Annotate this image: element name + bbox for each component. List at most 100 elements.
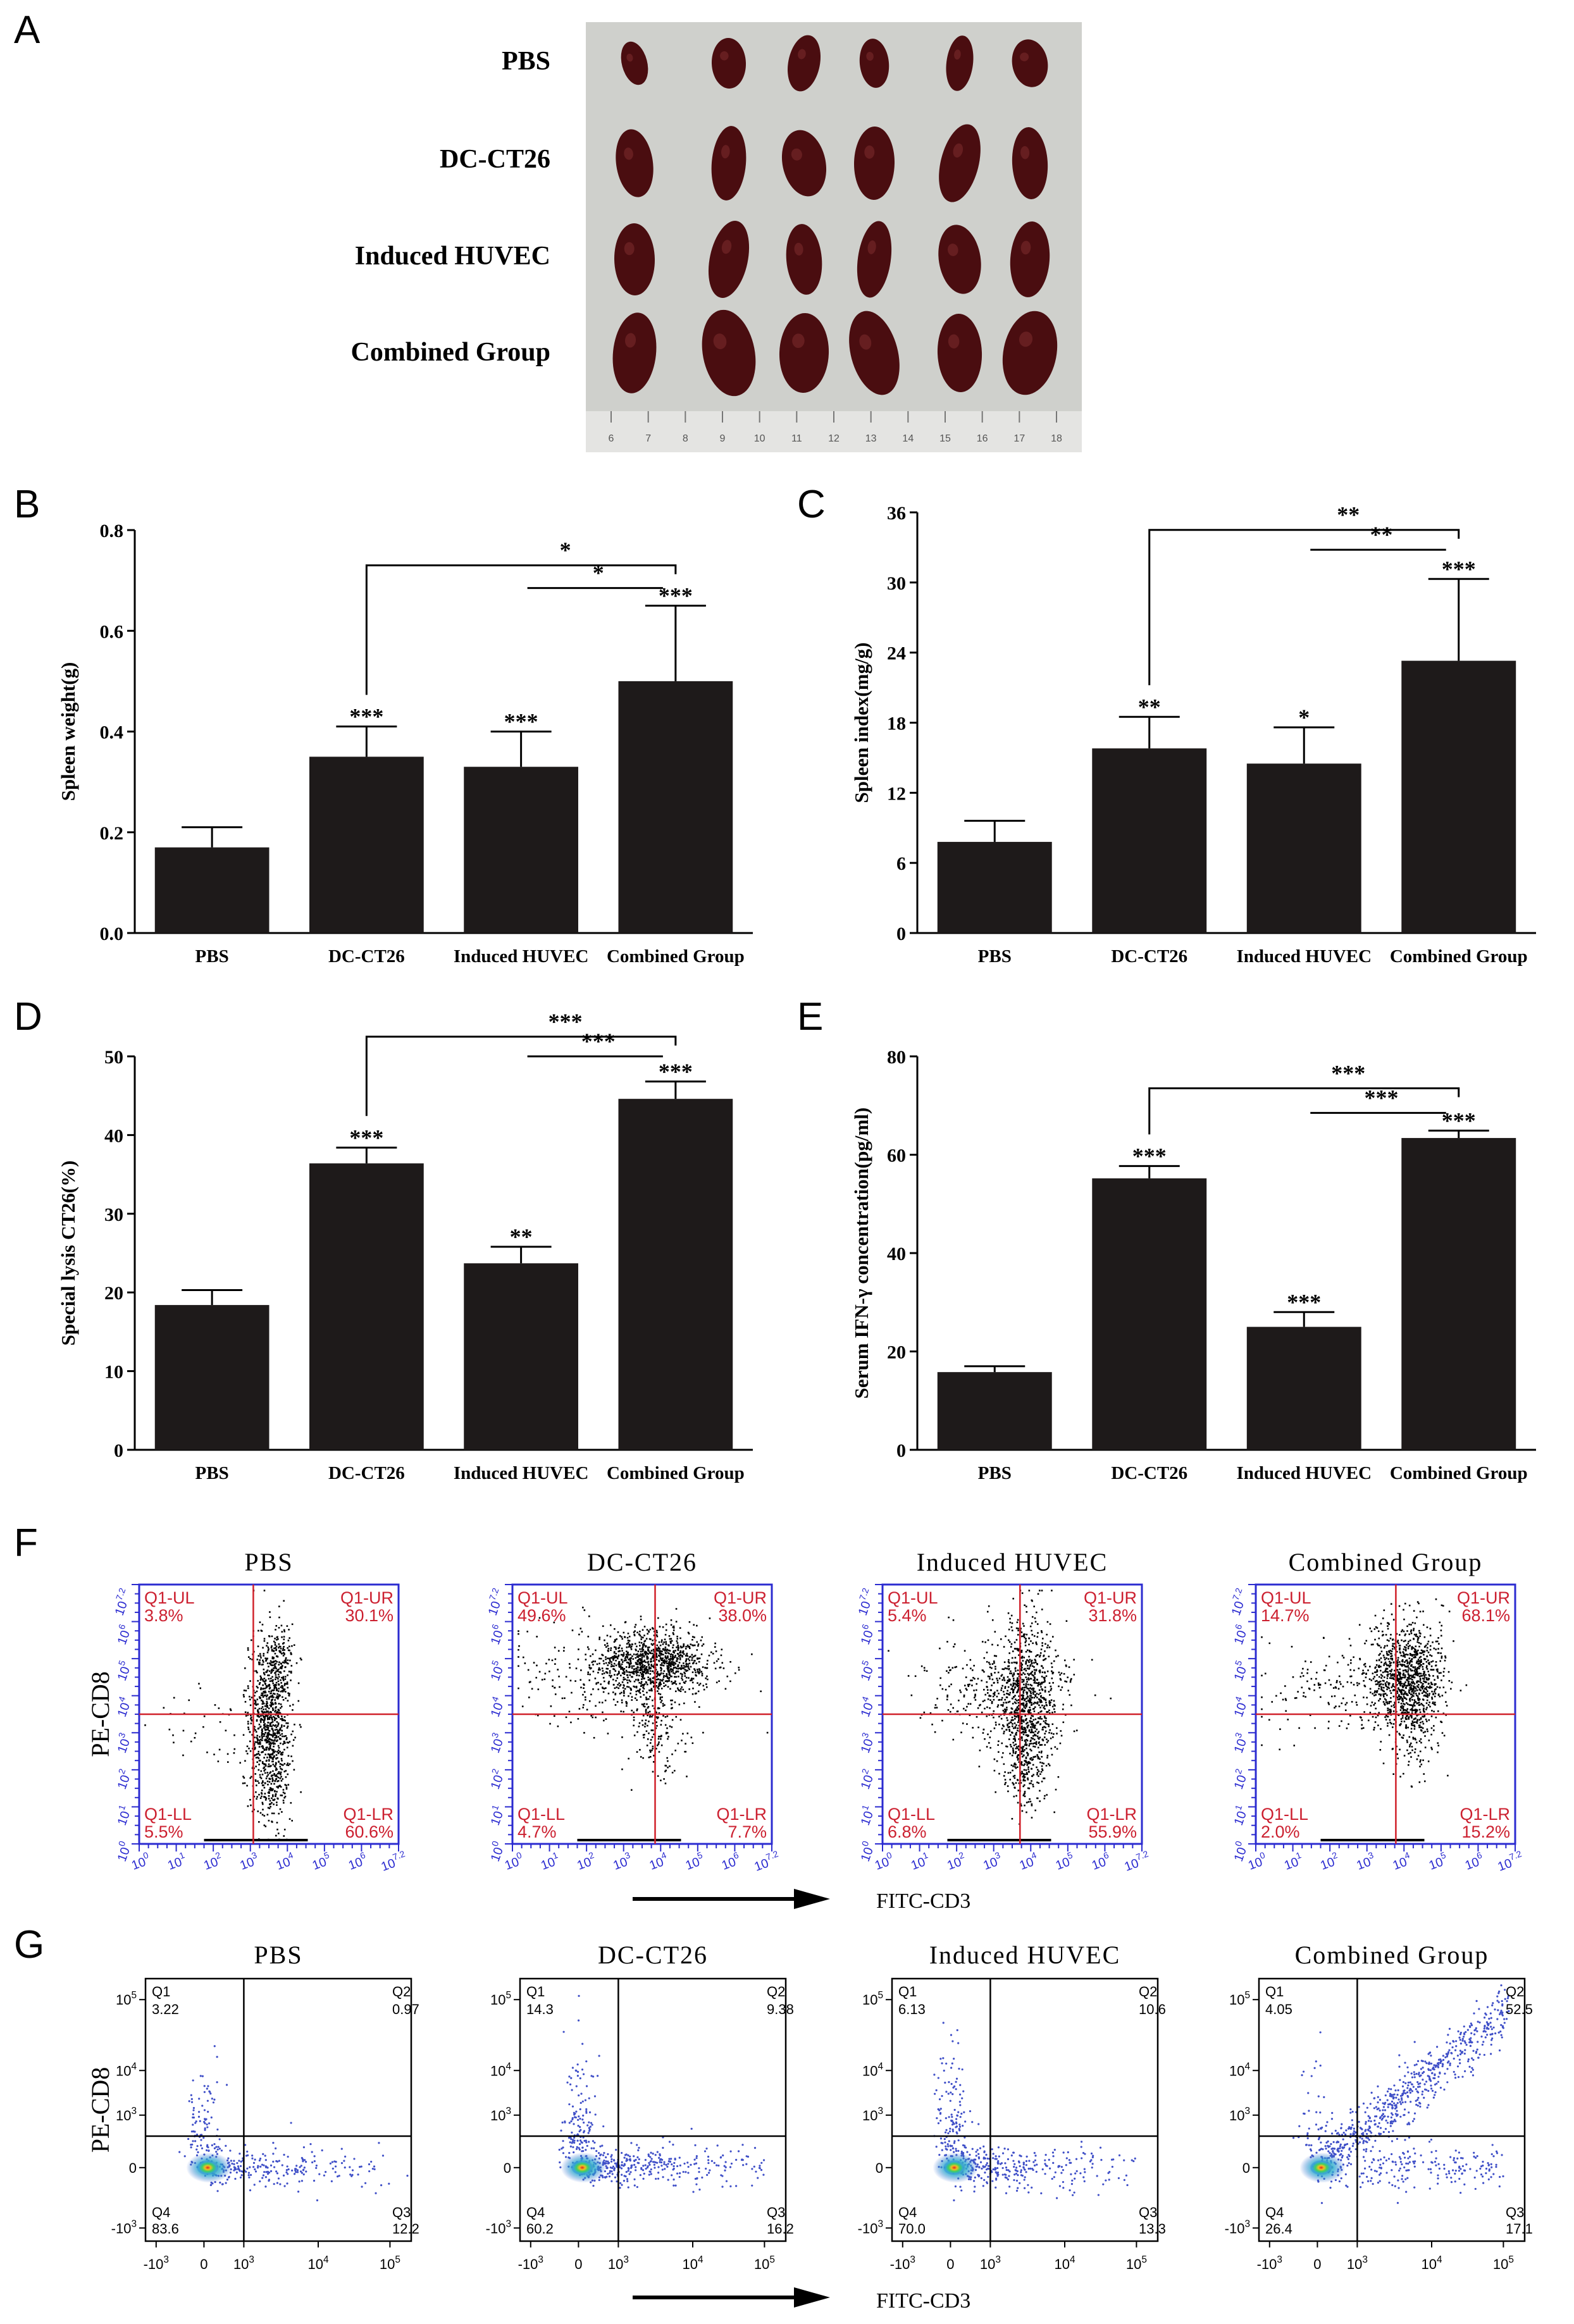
event-dot (629, 1680, 631, 1683)
event-dot (1012, 1732, 1013, 1734)
event-dot (645, 1645, 647, 1647)
event-dot (271, 1696, 273, 1698)
event-dot (1015, 1767, 1017, 1769)
event-dot (672, 1655, 674, 1657)
event-dot (629, 1666, 631, 1667)
event-dot (579, 1628, 582, 1629)
event-dot (623, 1653, 625, 1656)
event-dot (667, 1760, 669, 1762)
event-dot (679, 1659, 681, 1660)
event-dot (957, 1710, 959, 1712)
event-dot (660, 1779, 662, 1782)
event-dot (1410, 1688, 1412, 1691)
event-dot (672, 1625, 675, 1628)
event-dot (1024, 1744, 1026, 1746)
event-dot (1035, 1743, 1038, 1745)
event-dot (277, 1698, 279, 1700)
event-dot (262, 1647, 264, 1649)
event-dot (627, 1662, 629, 1664)
event-dot (1442, 1605, 1444, 1607)
event-dot (271, 1676, 273, 1678)
comparison-label: *** (581, 1029, 616, 1054)
event-dot (629, 1671, 631, 1674)
event-dot (1013, 1795, 1015, 1798)
event-dot (1008, 1662, 1010, 1664)
event-dot (647, 1705, 650, 1708)
event-dot (610, 1657, 612, 1659)
event-dot (668, 1635, 671, 1637)
event-dot (1012, 1650, 1014, 1652)
event-dot (269, 1611, 271, 1613)
event-dot (276, 1711, 279, 1714)
event-dot (674, 1662, 676, 1664)
event-dot (1029, 1798, 1031, 1800)
event-dot (1429, 1705, 1431, 1708)
event-dot (1003, 1693, 1005, 1696)
event-dot (1004, 1698, 1006, 1701)
event-dot (941, 1719, 943, 1722)
event-dot (257, 1645, 259, 1648)
event-dot (1429, 1628, 1432, 1630)
quadrant-label: 60.6% (345, 1822, 393, 1841)
event-dot (272, 1779, 274, 1781)
event-dot (286, 1764, 288, 1766)
event-dot (1046, 1670, 1049, 1672)
event-dot (1024, 1644, 1027, 1647)
significance-star: *** (1287, 1289, 1321, 1314)
event-dot (1430, 1655, 1433, 1657)
event-dot (297, 1682, 300, 1684)
event-dot (1065, 1620, 1068, 1622)
event-dot (276, 1725, 279, 1727)
event-dot (274, 1693, 276, 1695)
event-dot (639, 1648, 641, 1650)
event-dot (1397, 1671, 1399, 1673)
event-dot (1406, 1694, 1409, 1697)
event-dot (988, 1662, 990, 1664)
event-dot (557, 1669, 559, 1671)
event-dot (1041, 1631, 1043, 1633)
event-dot (1032, 1774, 1034, 1776)
event-dot (1029, 1687, 1032, 1690)
event-dot (281, 1719, 283, 1721)
event-dot (991, 1678, 994, 1681)
flow-plot-f: Induced HUVECQ1-UL5.4%Q1-UR31.8%Q1-LL6.8… (856, 1548, 1150, 1874)
event-dot (629, 1660, 632, 1663)
event-dot (626, 1646, 628, 1648)
event-dot (1018, 1724, 1020, 1727)
event-dot (260, 1629, 263, 1631)
event-dot (995, 1721, 997, 1724)
event-dot (1027, 1724, 1030, 1726)
event-dot (991, 1684, 993, 1686)
event-dot (1024, 1641, 1027, 1643)
event-dot (1053, 1703, 1055, 1706)
event-dot (275, 1734, 278, 1737)
event-dot (628, 1641, 629, 1644)
event-dot (1027, 1734, 1029, 1737)
event-dot (657, 1678, 659, 1680)
x-tick-label: 101 (538, 1850, 562, 1873)
event-dot (256, 1736, 258, 1739)
event-dot (1059, 1678, 1062, 1680)
event-dot (1020, 1651, 1023, 1653)
event-dot (693, 1624, 695, 1626)
event-dot (1031, 1662, 1033, 1665)
event-dot (614, 1628, 616, 1630)
event-dot (658, 1654, 660, 1657)
event-dot (280, 1647, 282, 1650)
event-dot (664, 1646, 667, 1648)
event-dot (627, 1640, 629, 1641)
event-dot (714, 1642, 716, 1645)
event-dot (676, 1635, 678, 1638)
event-dot (1031, 1759, 1033, 1761)
event-dot (265, 1686, 268, 1689)
event-dot (268, 1789, 271, 1791)
event-dot (259, 1759, 261, 1762)
event-dot (536, 1664, 538, 1667)
event-dot (641, 1703, 643, 1705)
event-dot (245, 1750, 247, 1752)
event-dot (613, 1651, 616, 1653)
event-dot (517, 1665, 519, 1667)
event-dot (1037, 1755, 1039, 1758)
event-dot (1423, 1676, 1426, 1678)
event-dot (685, 1670, 687, 1672)
